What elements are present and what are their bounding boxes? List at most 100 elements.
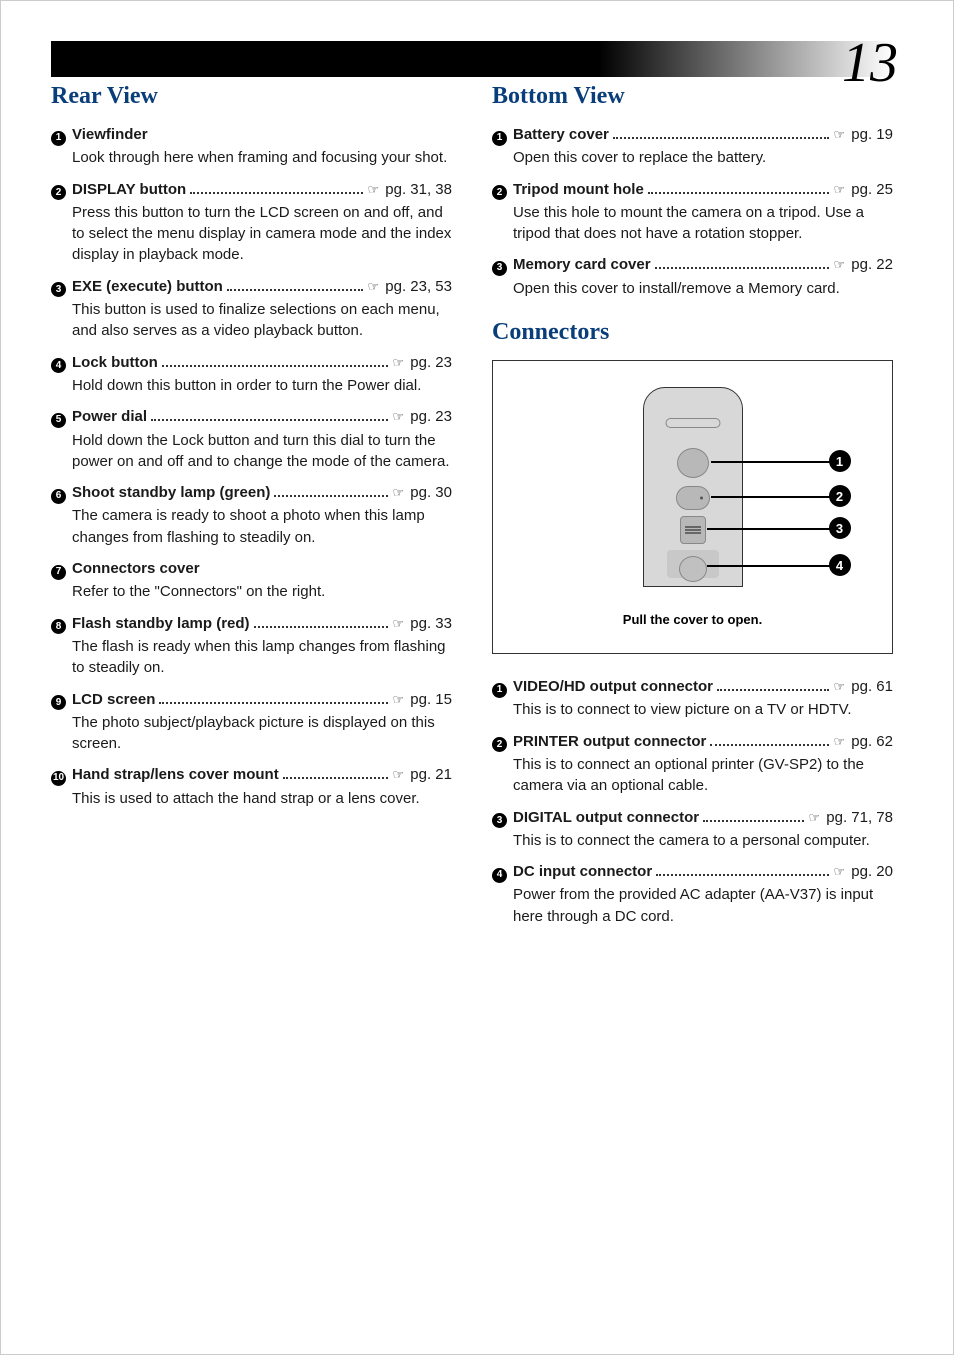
- page-ref-text: pg. 20: [847, 863, 893, 880]
- page-ref: ☞ pg. 25: [833, 179, 893, 200]
- item-title: Flash standby lamp (red): [72, 613, 250, 634]
- device-slot: [665, 418, 720, 428]
- item-title: Hand strap/lens cover mount: [72, 764, 279, 785]
- item-number-circle: 5: [51, 413, 66, 428]
- port-printer: [676, 486, 710, 510]
- item-header: 7 Connectors cover: [51, 558, 452, 579]
- page-ref-text: pg. 71, 78: [822, 809, 893, 826]
- leader-dots: [151, 419, 388, 421]
- page-ref: ☞ pg. 30: [392, 482, 452, 503]
- device-body: [643, 387, 743, 587]
- item-title: VIDEO/HD output connector: [513, 676, 713, 697]
- page-ref-text: pg. 62: [847, 733, 893, 750]
- page-ref-icon: ☞: [367, 182, 379, 197]
- page-ref-text: pg. 15: [406, 691, 452, 708]
- item-body: Press this button to turn the LCD screen…: [51, 202, 452, 266]
- item-number-circle: 2: [492, 185, 507, 200]
- page-ref-icon: ☞: [808, 810, 820, 825]
- list-item: 9LCD screen☞ pg. 15The photo subject/pla…: [51, 689, 452, 755]
- item-number-circle: 9: [51, 695, 66, 710]
- page-ref-icon: ☞: [367, 279, 379, 294]
- item-header: 10Hand strap/lens cover mount☞ pg. 21: [51, 764, 452, 785]
- list-item: 8Flash standby lamp (red)☞ pg. 33The fla…: [51, 613, 452, 679]
- leader-dots: [710, 744, 829, 746]
- page-ref-icon: ☞: [392, 767, 404, 782]
- page-ref-icon: ☞: [833, 864, 845, 879]
- leader-dots: [159, 702, 388, 704]
- item-body: Open this cover to install/remove a Memo…: [492, 278, 893, 299]
- item-title: LCD screen: [72, 689, 155, 710]
- item-header: 8 Flash standby lamp (red) ☞ pg. 33: [51, 613, 452, 634]
- item-body: This is used to attach the hand strap or…: [51, 788, 452, 809]
- right-column: Bottom View 1Battery cover☞ pg. 19Open t…: [492, 83, 893, 937]
- page-ref-icon: ☞: [833, 127, 845, 142]
- page-ref: ☞ pg. 23: [392, 352, 452, 373]
- item-title: Shoot standby lamp (green): [72, 482, 270, 503]
- page-ref-icon: ☞: [833, 734, 845, 749]
- leader-dots: [717, 689, 829, 691]
- port-dc: [679, 556, 707, 582]
- item-header: 2PRINTER output connector☞ pg. 62: [492, 731, 893, 752]
- item-body: The photo subject/playback picture is di…: [51, 712, 452, 755]
- leader-dots: [274, 495, 388, 497]
- item-header: 2 Tripod mount hole ☞ pg. 25: [492, 179, 893, 200]
- item-number-circle: 3: [492, 261, 507, 276]
- item-title: Tripod mount hole: [513, 179, 644, 200]
- item-number-circle: 2: [492, 737, 507, 752]
- page-ref-icon: ☞: [833, 182, 845, 197]
- item-number-circle: 8: [51, 619, 66, 634]
- item-header: 1VIDEO/HD output connector☞ pg. 61: [492, 676, 893, 697]
- left-column: Rear View 1ViewfinderLook through here w…: [51, 83, 452, 937]
- leader-dots: [254, 626, 389, 628]
- page-ref-icon: ☞: [392, 355, 404, 370]
- item-body: Hold down this button in order to turn t…: [51, 375, 452, 396]
- item-title: DIGITAL output connector: [513, 807, 699, 828]
- leader-dots: [655, 267, 830, 269]
- list-item: 5Power dial☞ pg. 23Hold down the Lock bu…: [51, 406, 452, 472]
- page-ref: ☞ pg. 31, 38: [367, 179, 452, 200]
- item-header: 4DC input connector☞ pg. 20: [492, 861, 893, 882]
- leader-dots: [656, 874, 829, 876]
- item-title: Power dial: [72, 406, 147, 427]
- page-ref: ☞ pg. 21: [392, 764, 452, 785]
- item-number-circle: 3: [51, 282, 66, 297]
- bottom-view-list: 1Battery cover☞ pg. 19Open this cover to…: [492, 124, 893, 299]
- page-ref-icon: ☞: [833, 257, 845, 272]
- item-number-circle: 7: [51, 565, 66, 580]
- item-title: DISPLAY button: [72, 179, 186, 200]
- list-item: 4DC input connector☞ pg. 20Power from th…: [492, 861, 893, 927]
- item-body: Hold down the Lock button and turn this …: [51, 430, 452, 473]
- item-header: 3 Memory card cover ☞ pg. 22: [492, 254, 893, 275]
- page-ref-text: pg. 25: [847, 181, 893, 198]
- item-body: The camera is ready to shoot a photo whe…: [51, 505, 452, 548]
- page-ref: ☞ pg. 19: [833, 124, 893, 145]
- rear-view-title: Rear View: [51, 83, 452, 110]
- list-item: 1ViewfinderLook through here when framin…: [51, 124, 452, 169]
- item-title: Connectors cover: [72, 558, 200, 579]
- item-body: This is to connect the camera to a perso…: [492, 830, 893, 851]
- item-header: 6Shoot standby lamp (green)☞ pg. 30: [51, 482, 452, 503]
- rear-view-list: 1ViewfinderLook through here when framin…: [51, 124, 452, 809]
- item-body: This is to connect to view picture on a …: [492, 699, 893, 720]
- port-digital: [680, 516, 706, 544]
- leader-dots: [227, 289, 364, 291]
- connectors-list: 1VIDEO/HD output connector☞ pg. 61This i…: [492, 676, 893, 927]
- item-title: Memory card cover: [513, 254, 651, 275]
- page-ref-icon: ☞: [833, 679, 845, 694]
- page-ref: ☞ pg. 22: [833, 254, 893, 275]
- diagram-caption: Pull the cover to open.: [519, 612, 866, 627]
- header-bar: 13: [51, 41, 893, 77]
- item-title: EXE (execute) button: [72, 276, 223, 297]
- page-ref-icon: ☞: [392, 616, 404, 631]
- item-header: 3DIGITAL output connector☞ pg. 71, 78: [492, 807, 893, 828]
- page-ref: ☞ pg. 23, 53: [367, 276, 452, 297]
- item-number-circle: 1: [492, 131, 507, 146]
- page-ref-text: pg. 19: [847, 126, 893, 143]
- page-ref-text: pg. 33: [406, 615, 452, 632]
- page-ref: ☞ pg. 61: [833, 676, 893, 697]
- leader-dots: [613, 137, 830, 139]
- list-item: 3DIGITAL output connector☞ pg. 71, 78Thi…: [492, 807, 893, 852]
- item-body: Use this hole to mount the camera on a t…: [492, 202, 893, 245]
- list-item: 6Shoot standby lamp (green)☞ pg. 30The c…: [51, 482, 452, 548]
- page-ref-text: pg. 31, 38: [381, 181, 452, 198]
